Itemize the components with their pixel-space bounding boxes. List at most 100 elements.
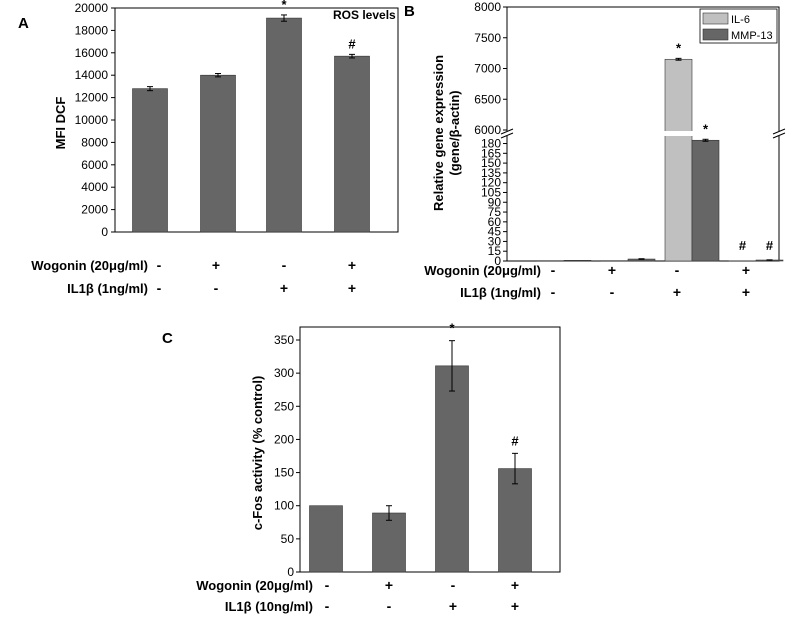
panel-b-chart: B Relative gene expression (gene/β-actin… — [404, 0, 786, 300]
panel-b-y-axis-title-line2: (gene/β-actin) — [447, 90, 462, 175]
panel-b-condition-label-2: IL1β (1ng/ml) — [460, 285, 541, 300]
panel-b-y-axis-title-line1: Relative gene expression — [431, 55, 446, 211]
panel-b-condition-1-symbol: - — [551, 262, 556, 278]
panel-a-condition-2-symbol: + — [280, 280, 288, 296]
panel-b-y-tick-label: 135 — [481, 166, 501, 180]
panel-b-axis-break-mark — [500, 132, 514, 139]
panel-c-condition-2-symbol: - — [325, 598, 330, 614]
panel-b-y-tick-label: 6500 — [474, 92, 501, 106]
panel-c-y-tick-label: 150 — [274, 466, 294, 480]
panel-b-y-tick-label: 90 — [488, 195, 502, 209]
panel-a-condition-label-2: IL1β (1ng/ml) — [67, 281, 148, 296]
panel-a-title: ROS levels — [333, 8, 396, 22]
panel-a-condition-2-symbol: - — [214, 280, 219, 296]
panel-a-y-tick-label: 10000 — [75, 113, 109, 127]
panel-b-legend-swatch-mmp13 — [702, 28, 729, 41]
panel-a-bar — [200, 74, 236, 233]
panel-b-y-tick-label: 7500 — [474, 31, 501, 45]
panel-a-y-tick-label: 2000 — [81, 203, 108, 217]
panel-b-letter: B — [404, 3, 415, 20]
panel-b-bar-il6 — [664, 58, 693, 262]
panel-c-condition-1-symbol: + — [511, 577, 519, 593]
panel-c-condition-label-2: IL1β (10ng/ml) — [225, 599, 313, 614]
panel-b-significance-mark: * — [703, 121, 709, 136]
panel-b-y-tick-label: 120 — [481, 176, 501, 190]
panel-a-significance-mark: # — [348, 36, 356, 51]
panel-c-y-tick-label: 50 — [281, 532, 295, 546]
panel-c-bar — [435, 365, 469, 573]
panel-b-bar-mmp13 — [691, 139, 720, 262]
panel-b-y-tick-label: 105 — [481, 185, 501, 199]
panel-a-y-tick-label: 8000 — [81, 135, 108, 149]
panel-a-y-tick-label: 16000 — [75, 46, 109, 60]
panel-a-condition-label-1: Wogonin (20μg/ml) — [31, 258, 148, 273]
panel-a-y-axis-title: MFI DCF — [53, 97, 68, 150]
panel-c-y-tick-label: 250 — [274, 399, 294, 413]
panel-b-y-tick-label: 8000 — [474, 0, 501, 14]
panel-a-y-tick-label: 18000 — [75, 23, 109, 37]
panel-b-y-tick-label: 75 — [488, 205, 502, 219]
panel-b-y-tick-label: 60 — [488, 215, 502, 229]
panel-c-condition-2-symbol: - — [387, 598, 392, 614]
panel-c-bar — [309, 505, 343, 573]
panel-b-condition-2-symbol: - — [551, 284, 556, 300]
panel-c-significance-mark: * — [449, 321, 455, 336]
panel-c-condition-label-1: Wogonin (20μg/ml) — [196, 578, 313, 593]
panel-a-condition-2-symbol: - — [157, 280, 162, 296]
panel-c-y-tick-label: 200 — [274, 432, 294, 446]
panel-a-significance-mark: * — [281, 0, 287, 12]
panel-c-condition-1-symbol: - — [325, 577, 330, 593]
panel-b-axis-break-mark — [772, 132, 786, 139]
panel-b-condition-label-1: Wogonin (20μg/ml) — [424, 263, 541, 278]
panel-b-bar-mmp13 — [563, 260, 592, 262]
panel-a-condition-1-symbol: - — [157, 257, 162, 273]
panel-c-chart: C c-Fos activity (% control) 0 50 100 150 20… — [162, 321, 561, 614]
panel-b-significance-mark: # — [766, 238, 774, 253]
panel-b-legend-swatch-il6 — [702, 12, 729, 25]
panel-b-condition-2-symbol: + — [742, 284, 750, 300]
panel-b-condition-2-symbol: + — [673, 284, 681, 300]
panel-a-y-tick-label: 12000 — [75, 91, 109, 105]
panel-a-y-tick-label: 4000 — [81, 180, 108, 194]
panel-b-y-tick-label: 0 — [494, 254, 501, 268]
panel-b-y-tick-label: 7000 — [474, 62, 501, 76]
panel-a-y-tick-label: 0 — [101, 225, 108, 239]
panel-c-bar — [372, 512, 406, 573]
panel-a-chart: A ROS levels MFI DCF 0 2000 4000 6000 8000 10… — [18, 0, 399, 296]
panel-b-significance-mark: * — [676, 40, 682, 55]
panel-b-axis-break-mark — [500, 128, 514, 135]
panel-b-y-tick-label: 150 — [481, 156, 501, 170]
panel-b-y-tick-label: 6000 — [474, 123, 501, 137]
panel-b-condition-1-symbol: + — [608, 262, 616, 278]
panel-a-condition-1-symbol: - — [282, 257, 287, 273]
panel-c-y-tick-label: 100 — [274, 499, 294, 513]
panel-a-letter: A — [18, 15, 29, 32]
panel-b-y-tick-label: 15 — [488, 244, 502, 258]
panel-b-legend: IL-6 MMP-13 — [699, 8, 778, 44]
panel-b-y-tick-label: 165 — [481, 146, 501, 160]
panel-c-bar — [498, 468, 532, 573]
panel-b-legend-label-mmp13: MMP-13 — [731, 30, 773, 42]
panel-b-y-tick-label: 45 — [488, 225, 502, 239]
panel-b-y-tick-label: 180 — [481, 137, 501, 151]
panel-a-y-tick-label: 6000 — [81, 158, 108, 172]
panel-c-plot-frame — [299, 326, 561, 573]
panel-c-letter: C — [162, 330, 173, 347]
panel-b-significance-mark: # — [739, 238, 747, 253]
panel-a-condition-1-symbol: + — [212, 257, 220, 273]
panel-c-condition-2-symbol: + — [449, 598, 457, 614]
panel-a-y-tick-label: 14000 — [75, 68, 109, 82]
panel-b-axis-break-mark — [772, 128, 786, 135]
panel-c-y-axis-title: c-Fos activity (% control) — [250, 376, 265, 531]
panel-a-condition-2-symbol: + — [348, 280, 356, 296]
panel-c-y-tick-label: 0 — [287, 565, 294, 579]
panel-c-significance-mark: # — [511, 433, 519, 448]
panel-c-condition-1-symbol: - — [451, 577, 456, 593]
panel-b-legend-label-il6: IL-6 — [731, 14, 750, 26]
panel-a-bar — [334, 55, 370, 233]
panel-a-bar — [266, 17, 302, 233]
panel-a-condition-1-symbol: + — [348, 257, 356, 273]
panel-b-condition-2-symbol: - — [610, 284, 615, 300]
panel-c-y-tick-label: 350 — [274, 333, 294, 347]
